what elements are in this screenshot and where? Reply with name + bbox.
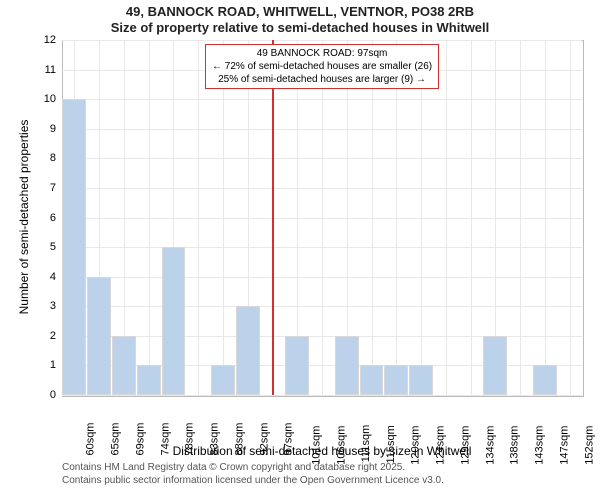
- gridline-v: [372, 40, 373, 395]
- marker-line: [272, 40, 274, 395]
- ytick-label: 6: [32, 212, 56, 224]
- gridline-v: [198, 40, 199, 395]
- histogram-bar: [285, 336, 309, 395]
- xtick-label: 111sqm: [360, 425, 372, 463]
- histogram-bar: [137, 365, 161, 395]
- ytick-label: 8: [32, 152, 56, 164]
- chart-title-line1: 49, BANNOCK ROAD, WHITWELL, VENTNOR, PO3…: [0, 0, 600, 20]
- xtick-label: 152sqm: [583, 426, 595, 465]
- ytick-label: 2: [32, 330, 56, 342]
- chart-footer: Contains HM Land Registry data © Crown c…: [62, 462, 444, 487]
- histogram-bar: [335, 336, 359, 395]
- histogram-bar: [112, 336, 136, 395]
- annotation-box: 49 BANNOCK ROAD: 97sqm← 72% of semi-deta…: [205, 44, 439, 89]
- xtick-label: 138sqm: [509, 426, 521, 465]
- ytick-label: 5: [32, 241, 56, 253]
- xtick-label: 120sqm: [410, 426, 422, 465]
- histogram-bar: [384, 365, 408, 395]
- chart-container: 49, BANNOCK ROAD, WHITWELL, VENTNOR, PO3…: [0, 0, 600, 500]
- xtick-label: 134sqm: [484, 426, 496, 465]
- ytick-label: 4: [32, 271, 56, 283]
- xtick-label: 143sqm: [534, 426, 546, 465]
- ytick-label: 1: [32, 359, 56, 371]
- gridline-v: [223, 40, 224, 395]
- gridline-v: [396, 40, 397, 395]
- histogram-bar: [162, 247, 186, 395]
- ytick-label: 3: [32, 300, 56, 312]
- footer-line: Contains HM Land Registry data © Crown c…: [62, 462, 444, 475]
- ytick-label: 12: [32, 34, 56, 46]
- gridline-v: [421, 40, 422, 395]
- xtick-label: 92sqm: [258, 423, 270, 456]
- xtick-label: 78sqm: [184, 423, 196, 456]
- histogram-bar: [211, 365, 235, 395]
- xtick-label: 101sqm: [311, 426, 323, 465]
- xtick-label: 106sqm: [336, 426, 348, 465]
- xtick-label: 60sqm: [85, 423, 97, 456]
- ytick-label: 10: [32, 93, 56, 105]
- xtick-label: 147sqm: [558, 426, 570, 465]
- histogram-bar: [236, 306, 260, 395]
- gridline-v: [322, 40, 323, 395]
- xtick-label: 69sqm: [134, 423, 146, 456]
- histogram-bar: [483, 336, 507, 395]
- xtick-label: 97sqm: [283, 423, 295, 456]
- gridline-v: [545, 40, 546, 395]
- gridline-v: [570, 40, 571, 395]
- annotation-line: 49 BANNOCK ROAD: 97sqm: [212, 47, 432, 60]
- y-axis-label: Number of semi-detached properties: [17, 107, 31, 327]
- xtick-label: 115sqm: [385, 425, 397, 463]
- footer-line: Contains public sector information licen…: [62, 475, 444, 488]
- annotation-line: ← 72% of semi-detached houses are smalle…: [212, 60, 432, 73]
- histogram-bar: [409, 365, 433, 395]
- ytick-label: 9: [32, 123, 56, 135]
- gridline-v: [520, 40, 521, 395]
- xtick-label: 65sqm: [110, 423, 122, 456]
- xtick-label: 129sqm: [459, 426, 471, 465]
- ytick-label: 0: [32, 389, 56, 401]
- gridline-v: [149, 40, 150, 395]
- xtick-label: 88sqm: [233, 423, 245, 456]
- annotation-line: 25% of semi-detached houses are larger (…: [212, 73, 432, 86]
- gridline-v: [471, 40, 472, 395]
- gridline-v: [446, 40, 447, 395]
- xtick-label: 74sqm: [159, 423, 171, 456]
- ytick-label: 11: [32, 64, 56, 76]
- histogram-bar: [62, 99, 86, 395]
- ytick-label: 7: [32, 182, 56, 194]
- xtick-label: 124sqm: [435, 426, 447, 465]
- histogram-bar: [87, 277, 111, 395]
- plot-area: 49 BANNOCK ROAD: 97sqm← 72% of semi-deta…: [62, 40, 582, 395]
- histogram-bar: [533, 365, 557, 395]
- chart-title-line2: Size of property relative to semi-detach…: [0, 20, 600, 36]
- histogram-bar: [360, 365, 384, 395]
- xtick-label: 83sqm: [209, 423, 221, 456]
- gridline-h: [62, 395, 582, 396]
